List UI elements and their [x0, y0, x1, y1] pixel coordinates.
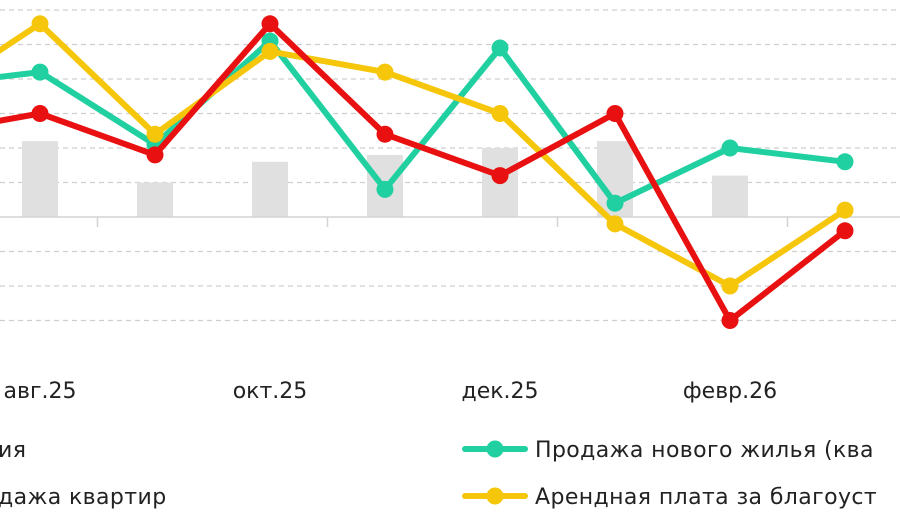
bar-3 — [252, 161, 288, 217]
line-series-2 — [0, 20, 848, 324]
x-tick-label: окт.25 — [233, 379, 308, 404]
legend-label-bars: ия — [0, 438, 26, 463]
data-point-3-7 — [721, 277, 739, 295]
data-point-1-1 — [31, 63, 49, 81]
data-point-3-1 — [31, 15, 49, 33]
legend-label-new-housing: Продажа нового жилья (ква — [535, 438, 874, 463]
legend-entry-rent: Арендная плата за благоуст — [462, 485, 877, 510]
data-point-3-4 — [376, 63, 394, 81]
data-point-2-8 — [836, 222, 854, 240]
legend: ия Продажа нового жилья (ква дажа кварти… — [0, 438, 877, 510]
legend-label-rent: Арендная плата за благоуст — [535, 485, 877, 510]
bar-series — [22, 141, 748, 217]
line-series — [0, 15, 854, 329]
data-point-1-6 — [606, 194, 624, 212]
data-point-3-2 — [146, 125, 164, 143]
data-point-2-7 — [721, 312, 739, 329]
bar-7 — [712, 175, 748, 217]
legend-marker-rent — [486, 487, 504, 505]
grid-lines — [0, 9, 900, 322]
x-tick-label: авг.25 — [4, 379, 77, 404]
data-point-2-3 — [261, 15, 279, 33]
bar-1 — [22, 141, 58, 217]
data-point-3-8 — [836, 201, 854, 219]
x-tick-label: февр.26 — [683, 379, 777, 404]
data-point-3-6 — [606, 215, 624, 233]
legend-label-apartments: дажа квартир — [0, 485, 167, 510]
data-point-3-5 — [491, 105, 509, 122]
data-point-1-8 — [836, 153, 854, 171]
bar-2 — [137, 182, 173, 217]
data-point-2-5 — [491, 167, 509, 185]
data-point-3-3 — [261, 42, 279, 60]
x-axis-ticks: авг.25 окт.25 дек.25 февр.26 — [4, 379, 778, 404]
x-tick-label: дек.25 — [461, 379, 538, 404]
legend-entry-new-housing: Продажа нового жилья (ква — [462, 438, 874, 463]
data-point-1-7 — [721, 139, 739, 157]
data-point-1-5 — [491, 39, 509, 57]
data-point-2-6 — [606, 105, 624, 122]
data-point-1-4 — [376, 180, 394, 198]
data-point-2-4 — [376, 125, 394, 143]
data-point-2-2 — [146, 146, 164, 164]
data-point-2-1 — [31, 105, 49, 122]
legend-marker-new-housing — [486, 440, 504, 458]
